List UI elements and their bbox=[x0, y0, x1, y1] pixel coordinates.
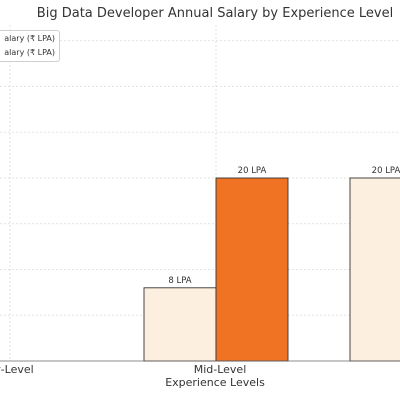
data-label-mid-level-s2: 20 LPA bbox=[238, 166, 267, 176]
legend-entry-2: alary (₹ LPA) bbox=[4, 48, 55, 57]
bar-mid-level-s1 bbox=[143, 287, 217, 362]
bars-group bbox=[143, 177, 400, 362]
x-axis-label: Experience Levels bbox=[165, 376, 265, 389]
chart-title: Big Data Developer Annual Salary by Expe… bbox=[36, 6, 394, 21]
bar-mid-level-s2 bbox=[215, 177, 289, 362]
data-label-mid-level-s1: 8 LPA bbox=[168, 276, 191, 286]
x-tick-label: y-Level bbox=[0, 363, 34, 376]
legend-entry-1: alary (₹ LPA) bbox=[4, 34, 55, 43]
legend: alary (₹ LPA) alary (₹ LPA) bbox=[0, 30, 60, 62]
data-label-senior-s1: 20 LPA bbox=[372, 166, 400, 176]
x-tick-label: Mid-Level bbox=[194, 363, 247, 376]
bar-senior-s1 bbox=[349, 177, 400, 362]
